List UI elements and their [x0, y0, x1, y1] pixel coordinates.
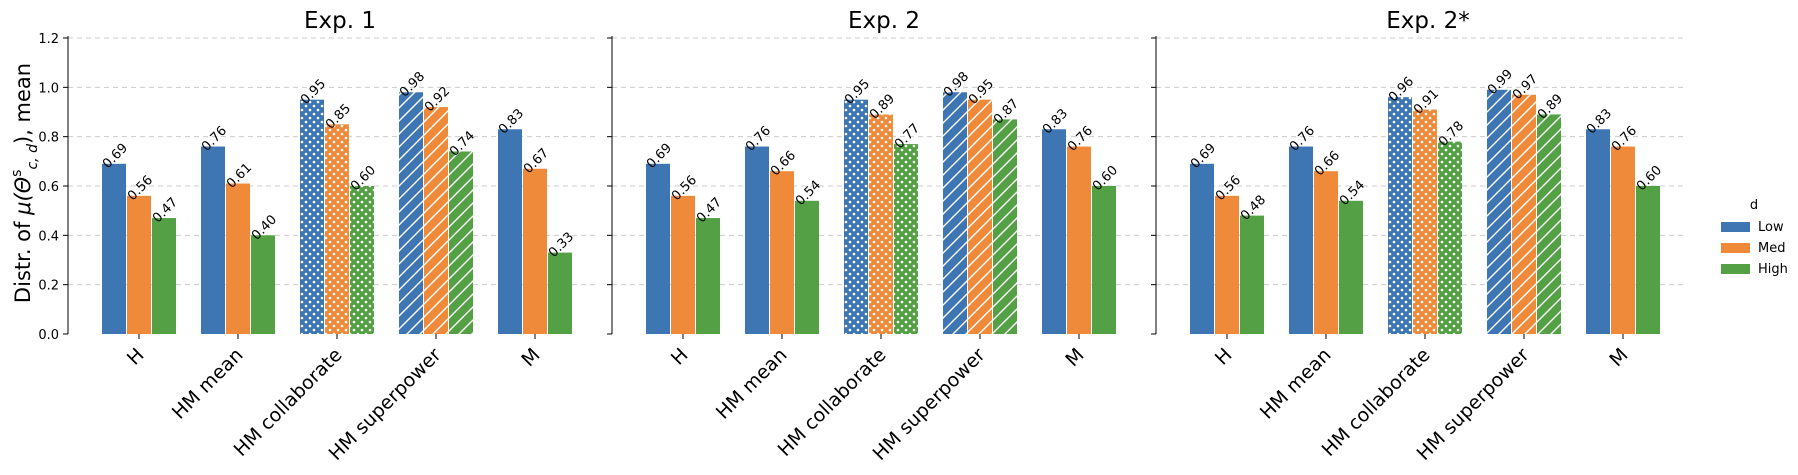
bar-low — [300, 99, 324, 335]
bar-low — [1042, 129, 1066, 334]
bar-low — [745, 146, 769, 334]
bar-high — [696, 218, 720, 334]
y-tick-label: 1.0 — [38, 81, 59, 96]
bar-low — [102, 163, 126, 334]
bar-low — [646, 163, 670, 334]
y-tick-label: 0.2 — [38, 279, 59, 294]
x-tick-label: M — [1605, 344, 1632, 371]
x-tick-label: HM collaborate — [774, 344, 891, 461]
bar-med — [1314, 171, 1338, 334]
x-tick-label: HM mean — [712, 344, 792, 424]
x-tick-label: H — [667, 344, 693, 370]
x-tick-label: M — [1061, 344, 1088, 371]
x-tick-label: HM mean — [1256, 344, 1336, 424]
bar-low — [498, 129, 522, 334]
panel-title: Exp. 2* — [1386, 8, 1470, 34]
y-tick-label: 0.4 — [38, 229, 59, 244]
x-tick-label: HM collaborate — [1318, 344, 1435, 461]
y-tick-label: 0.6 — [38, 180, 59, 195]
bar-med — [1413, 109, 1437, 335]
bar-high — [548, 252, 572, 334]
bar-med — [869, 114, 893, 334]
y-tick-label: 1.2 — [38, 32, 59, 47]
legend-swatch-med — [1721, 243, 1750, 253]
y-tick-label: 0.0 — [38, 328, 59, 343]
x-tick-label: H — [1211, 344, 1237, 370]
bar-high — [350, 186, 374, 334]
x-tick-label: H — [123, 344, 149, 370]
bar-low — [844, 99, 868, 335]
bar-low — [943, 92, 967, 335]
bar-high — [1438, 141, 1462, 334]
bar-med — [1215, 195, 1239, 334]
x-tick-label: HM mean — [168, 344, 248, 424]
legend-label-low: Low — [1758, 220, 1784, 235]
panel-title: Exp. 1 — [304, 8, 376, 34]
bar-low — [201, 146, 225, 334]
bar-high — [1537, 114, 1561, 334]
bar-high — [894, 144, 918, 334]
bar-low — [399, 92, 423, 335]
legend-label-med: Med — [1758, 241, 1785, 256]
y-tick-label: 0.8 — [38, 131, 59, 146]
bar-med — [1512, 94, 1536, 334]
bar-med — [1067, 146, 1091, 334]
bar-low — [1190, 163, 1214, 334]
legend-title: d — [1750, 198, 1758, 213]
bar-med — [968, 99, 992, 335]
bar-med — [424, 107, 448, 334]
bar-high — [795, 200, 819, 334]
x-tick-label: M — [517, 344, 544, 371]
bar-high — [152, 218, 176, 334]
x-tick-label: HM collaborate — [230, 344, 347, 461]
panel-title: Exp. 2 — [848, 8, 920, 34]
bar-med — [325, 124, 349, 334]
bar-high — [1636, 186, 1660, 334]
bar-med — [671, 195, 695, 334]
bar-high — [251, 235, 275, 334]
bar-high — [1339, 200, 1363, 334]
legend-swatch-high — [1721, 264, 1750, 274]
bar-high — [1240, 215, 1264, 334]
bar-high — [1092, 186, 1116, 334]
y-axis-label: Distr. of μ(Θsc, d), mean — [9, 63, 41, 303]
legend: d Low Med High — [1721, 198, 1788, 277]
bar-med — [127, 195, 151, 334]
bar-low — [1487, 89, 1511, 334]
bar-med — [523, 168, 547, 334]
bar-med — [770, 171, 794, 334]
legend-swatch-low — [1721, 222, 1750, 232]
bar-high — [449, 151, 473, 334]
bar-low — [1586, 129, 1610, 334]
bar-med — [1611, 146, 1635, 334]
legend-label-high: High — [1758, 262, 1788, 277]
bar-low — [1388, 97, 1412, 334]
bar-low — [1289, 146, 1313, 334]
bar-high — [993, 119, 1017, 335]
bar-med — [226, 183, 250, 334]
